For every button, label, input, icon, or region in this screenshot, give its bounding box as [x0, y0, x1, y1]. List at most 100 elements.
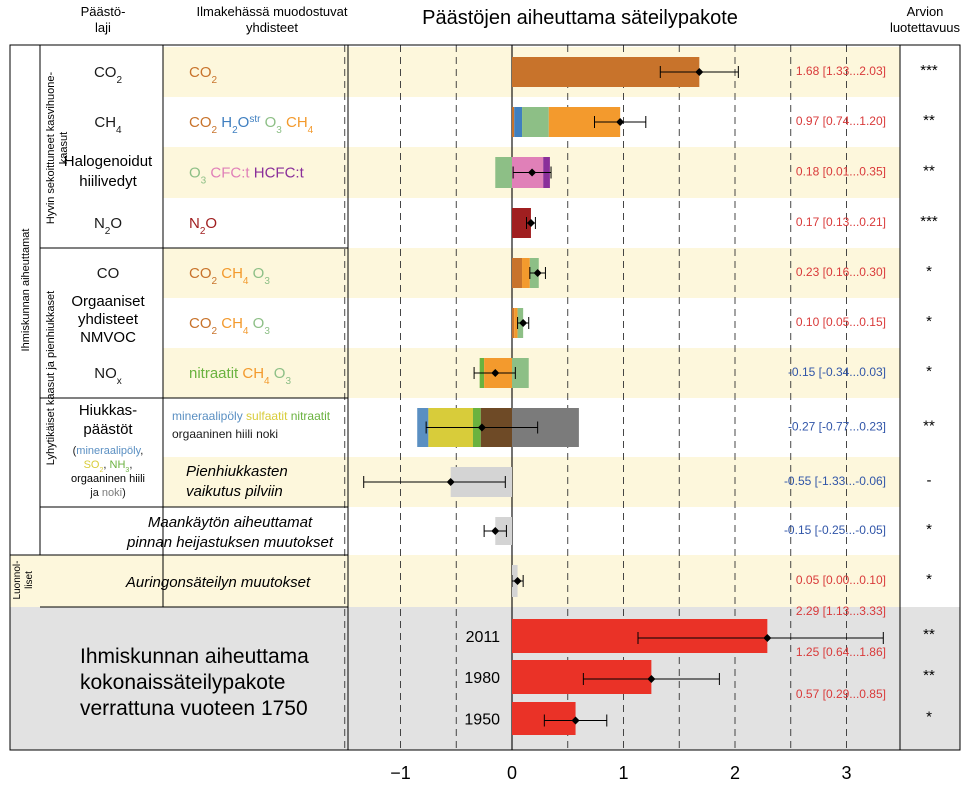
bar-segment-CH4 [514, 308, 518, 338]
col-compounds-header-2: yhdisteet [246, 20, 298, 35]
emission-label-ch4: CH4 [94, 114, 122, 136]
x-tick-label: 2 [730, 763, 740, 783]
bar-nmvoc [512, 308, 530, 338]
confidence-nmvoc: * [926, 313, 932, 330]
emission-label-nmvoc-3: NMVOC [80, 329, 136, 346]
outer-frame [9, 44, 961, 751]
confidence-co: * [926, 263, 932, 280]
estimate-marker [616, 118, 625, 126]
total-confidence-2011: ** [923, 626, 935, 643]
bar-segment-O3 [512, 358, 529, 388]
solar-label: Auringonsäteilyn muutokset [125, 574, 311, 591]
confidence-n2o: *** [920, 213, 938, 230]
bar-segment-O3 [495, 157, 512, 188]
x-tick-label: 1 [618, 763, 628, 783]
group-labels: Ihmiskunnan aiheuttamat Hyvin sekoittune… [12, 72, 70, 600]
bar-segment-CO2 [512, 107, 515, 137]
bar-segment-CO2 [512, 308, 515, 338]
formed-compounds-n2o: N2O [189, 215, 217, 237]
formed-compounds-co: CO2 CH4 O3 [189, 265, 270, 287]
header: Päästö- laji Ilmakehässä muodostuvat yhd… [81, 4, 961, 35]
bar-segment-CH4 [522, 258, 530, 288]
value-aerosol: -0.27 [-0.77...0.23] [788, 420, 886, 434]
confidence-albedo: * [926, 521, 932, 538]
estimate-marker [491, 369, 500, 377]
bar-total_2011 [512, 619, 884, 653]
total-band [10, 607, 960, 750]
estimate-marker [528, 168, 537, 177]
row-bands [10, 47, 960, 750]
col-conf-header-1: Arvion [907, 4, 944, 19]
total-year-2011: 2011 [466, 629, 501, 646]
estimate-marker [477, 423, 486, 432]
bar-segment-CO2 [512, 258, 523, 288]
bar-segment-total [512, 619, 768, 653]
formed-compounds-aerosol-1: mineraalipöly sulfaatit nitraatit [172, 409, 331, 423]
total-label-3: verrattuna vuoteen 1750 [80, 697, 308, 720]
total-label-2: kokonaissäteilypakote [80, 671, 285, 694]
total-confidence-1950: * [926, 709, 932, 726]
x-tick-label: 3 [841, 763, 851, 783]
value-column: 1.68 [1.33...2.03] ***0.97 [0.74...1.20] *… [464, 62, 938, 729]
formed-compounds-ch4: CO2 H2Ostr O3 CH4 [189, 114, 314, 136]
row-band-solar-left [10, 555, 348, 607]
formed-compounds-aerosol-2: orgaaninen hiili noki [172, 427, 278, 441]
albedo-label-1: Maankäytön aiheuttamat [148, 514, 313, 531]
value-co: 0.23 [0.16...0.30] [796, 265, 886, 279]
formed-compounds-halo: O3 CFC:t HCFC:t [189, 165, 305, 187]
aerosol-species-1: (mineraalipöly, [73, 445, 144, 457]
confidence-aerosol: ** [923, 418, 935, 435]
formed-compounds-nmvoc: CO2 CH4 O3 [189, 315, 270, 337]
x-tick-label: −1 [390, 763, 411, 783]
aerosol-species-4: ja noki) [89, 487, 125, 499]
cloud-effect-label-2: vaikutus pilviin [186, 483, 283, 500]
confidence-co2: *** [920, 62, 938, 79]
aerosol-species-2: SO2, NH3, [84, 459, 133, 474]
bar-ch4 [512, 107, 647, 137]
row-band-cloud [163, 457, 900, 507]
bar-segment-N2O [512, 208, 531, 238]
confidence-nox: * [926, 363, 932, 380]
estimate-marker [763, 634, 772, 642]
total-year-1980: 1980 [464, 670, 500, 687]
table-frame [9, 44, 961, 751]
bar-solar [511, 565, 524, 597]
row-labels: CO2 CH4 N2O CO NOx CO2 CO2 H2Ostr O3 CH4 O3 CFC… [64, 64, 334, 591]
value-nox: -0.15 [-0.34...0.03] [788, 365, 886, 379]
emission-label-aerosol-2: päästöt [83, 421, 133, 438]
bar-aerosol [417, 408, 579, 447]
estimate-marker [526, 219, 535, 227]
emission-label-halo-1: Halogenoidut [64, 153, 153, 170]
col-type-header-1: Päästö- [81, 4, 126, 19]
row-band-nox [163, 348, 900, 398]
value-cloud: -0.55 [-1.33...-0.06] [784, 474, 886, 488]
x-axis: −1 0 1 2 3 [390, 763, 851, 783]
natural-group-label-1: Luonnol- [12, 561, 23, 600]
value-solar: 0.05 [0.00...0.10] [796, 573, 886, 587]
estimate-marker [647, 675, 656, 683]
estimate-marker [571, 716, 580, 725]
value-ch4: 0.97 [0.74...1.20] [796, 114, 886, 128]
col-type-header-2: laji [95, 20, 111, 35]
emission-label-co2: CO2 [94, 64, 123, 86]
emission-label-nmvoc-1: Orgaaniset [71, 293, 145, 310]
wmghg-group-label-1: Hyvin sekoittuneet kasvihuone- [45, 72, 57, 225]
estimate-marker [446, 478, 455, 486]
bar-total_1980 [512, 660, 720, 694]
emission-label-n2o: N2O [94, 215, 122, 237]
confidence-cloud: - [927, 472, 932, 489]
bar-segment-total [512, 702, 576, 735]
cloud-effect-label-1: Pienhiukkasten [186, 463, 288, 480]
bar-co [512, 258, 546, 288]
bar-co2 [512, 57, 739, 87]
plot-bars [363, 57, 884, 735]
estimate-marker [491, 527, 500, 535]
emission-label-nox: NOx [94, 365, 122, 387]
total-value-1980: 1.25 [0.64...1.86] [796, 645, 886, 659]
bar-albedo [483, 517, 512, 545]
wmghg-group-label-2: kaasut [58, 132, 70, 164]
emission-label-aerosol-1: Hiukkas- [79, 402, 137, 419]
value-nmvoc: 0.10 [0.05...0.15] [796, 315, 886, 329]
formed-compounds-nox: nitraatit CH4 O3 [189, 365, 291, 387]
